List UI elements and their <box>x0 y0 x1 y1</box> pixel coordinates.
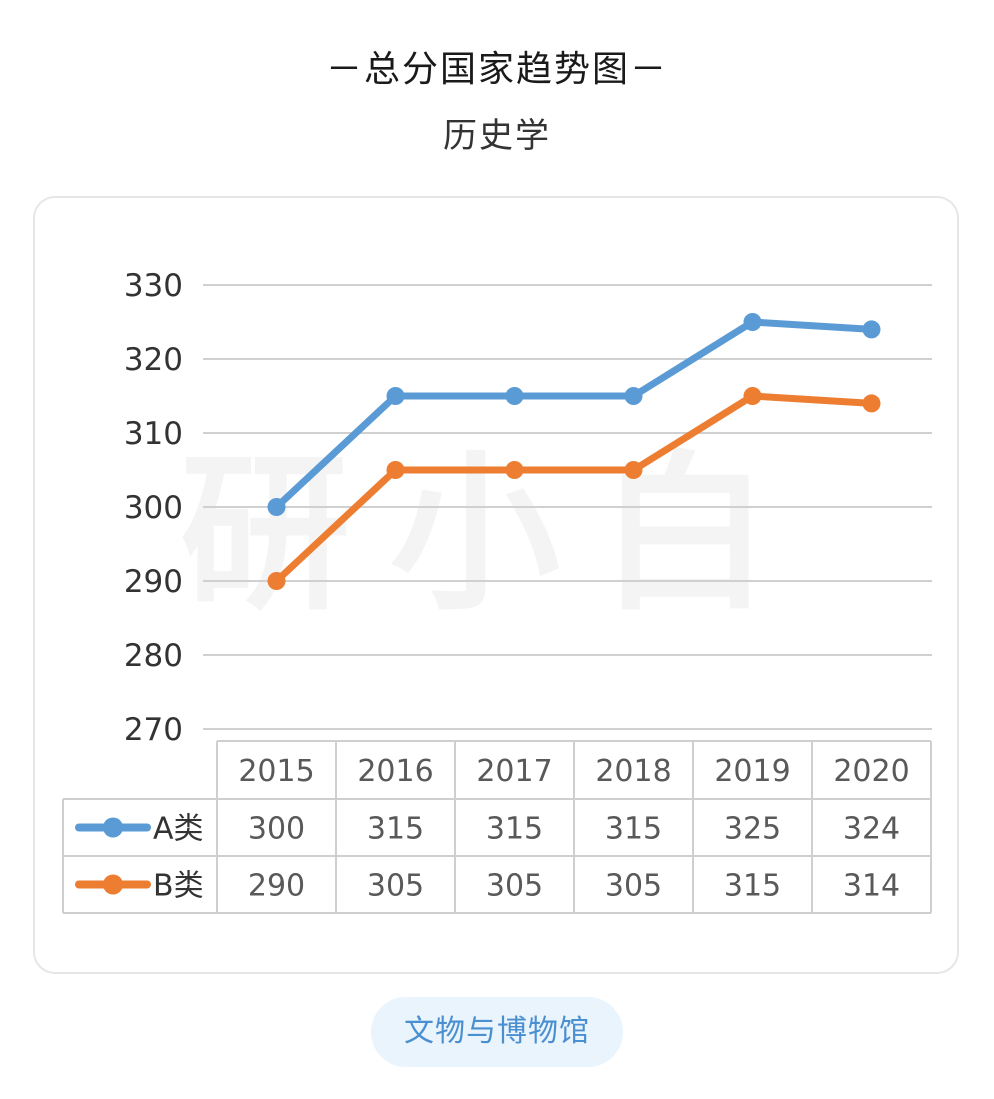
data-table-value: 300 <box>248 812 305 847</box>
data-table-value: 324 <box>843 812 900 847</box>
data-table-value: 315 <box>605 812 662 847</box>
chart-subtitle: 历史学 <box>443 116 551 156</box>
data-point-a <box>267 498 286 516</box>
x-category-label: 2015 <box>238 754 314 789</box>
data-point-b <box>862 394 881 413</box>
data-table-value: 305 <box>486 869 543 904</box>
data-table-value: 325 <box>724 812 781 847</box>
data-table-value: 315 <box>724 869 781 904</box>
data-table-value: 305 <box>367 869 424 904</box>
data-table-value: 315 <box>486 812 543 847</box>
y-tick-label: 270 <box>124 712 183 748</box>
x-category-label: 2020 <box>833 754 909 789</box>
line-chart: 研小白 270 280 290 300 310 320 330 2015 2016 2017 2018… <box>62 268 932 914</box>
data-point-a <box>505 387 524 405</box>
x-category-label: 2017 <box>476 754 552 789</box>
y-tick-label: 310 <box>124 416 183 452</box>
series-line-a <box>273 318 875 511</box>
data-point-a <box>743 313 762 331</box>
x-category-label: 2019 <box>714 754 790 789</box>
legend-label: B类 <box>153 869 204 904</box>
data-point-a <box>624 387 643 405</box>
legend-swatch-marker <box>103 874 123 895</box>
chart-title: －总分国家趋势图－ <box>325 49 668 90</box>
data-point-b <box>743 387 762 405</box>
data-table-value: 305 <box>605 869 662 904</box>
data-point-a <box>862 320 881 339</box>
category-tag-button[interactable]: 文物与博物馆 <box>371 997 623 1067</box>
x-category-label: 2016 <box>357 754 433 789</box>
chart-card: 研小白 270 280 290 300 310 320 330 2015 2016 2017 2018… <box>33 196 959 974</box>
y-tick-label: 320 <box>124 342 183 378</box>
series-line-b <box>273 392 875 585</box>
y-tick-label: 300 <box>124 490 183 526</box>
data-point-a <box>386 387 405 405</box>
data-table-value: 314 <box>843 869 900 904</box>
data-point-b <box>386 461 405 479</box>
y-tick-label: 290 <box>124 564 183 600</box>
data-point-b <box>624 461 643 479</box>
data-point-b <box>505 461 524 479</box>
data-point-b <box>267 572 286 590</box>
watermark-text: 研小白 <box>180 436 810 634</box>
legend-label: A类 <box>153 812 204 847</box>
data-table-value: 315 <box>367 812 424 847</box>
legend-swatch-marker <box>103 817 123 838</box>
data-table-value: 290 <box>248 869 305 904</box>
y-tick-label: 330 <box>124 268 183 304</box>
x-category-label: 2018 <box>595 754 671 789</box>
y-tick-label: 280 <box>124 638 183 674</box>
